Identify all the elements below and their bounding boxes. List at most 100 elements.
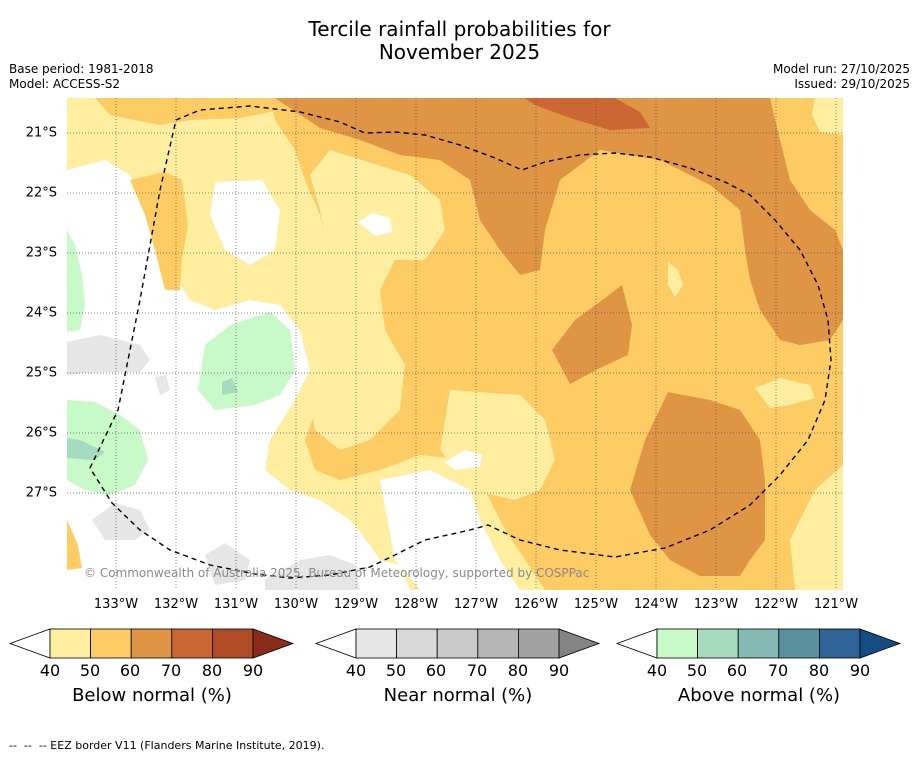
lon-label-122w: 122°W [753,597,799,612]
map-field [67,98,843,590]
model-run: Model run: 27/10/2025 [772,62,910,76]
colorbar-swatch [656,628,698,659]
region-white-center [210,180,280,265]
colorbar-below-swatches [8,628,295,659]
colorbar-swatch [90,628,132,659]
region-white-hole-a [358,213,392,236]
lat-label-22s: 22°S [25,185,57,201]
colorbar-below-label: Below normal (%) [72,685,232,706]
rainfall-map [67,98,843,590]
region-white-south [380,470,520,590]
meta-left: Base period: 1981-2018 Model: ACCESS-S2 [9,62,154,92]
region-below-60-se [630,392,765,576]
lon-label-130w: 130°W [273,597,319,612]
colorbar-above-tick-80: 80 [808,661,830,680]
colorbar-swatch [517,628,560,659]
colorbar-swatch [737,628,780,659]
colorbar-swatch [49,628,91,659]
region-below-60-center [552,285,632,384]
region-above-40-west [67,230,85,332]
lon-label-123w: 123°W [693,597,739,612]
colorbar-above-label: Above normal (%) [677,685,841,706]
region-below-40-island-a [310,150,445,450]
region-below-50-north [95,98,280,125]
region-below-40-south [440,390,555,500]
colorbar-below-tick-80: 80 [201,661,223,680]
graticule [67,98,843,590]
region-below-50-sw [67,520,82,570]
copyright-credit: © Commonwealth of Australia 2025, Bureau… [84,566,590,580]
colorbar-below-tick-50: 50 [79,661,101,680]
colorbar-above-tick-90: 90 [849,661,871,680]
colorbar-below-tick-90: 90 [242,661,264,680]
region-below-40-se [790,465,843,590]
region-near-40-b [155,375,170,395]
colorbar-near-tick-50: 50 [385,661,407,680]
eez-legend-note: -- -- -- EEZ border V11 (Flanders Marine… [9,739,325,752]
colorbar-extend-high [558,628,601,659]
lon-label-127w: 127°W [453,597,499,612]
lat-label-23s: 23°S [25,245,57,261]
colorbar-extend-high [252,628,295,659]
title-line-2: November 2025 [378,40,541,64]
lon-label-132w: 132°W [153,597,199,612]
colorbar-near-tick-90: 90 [548,661,570,680]
region-white-hole-b [445,450,482,470]
map-title: Tercile rainfall probabilities for Novem… [0,18,919,64]
lat-label-21s: 21°S [25,125,57,141]
region-below-70-north [525,98,650,130]
colorbar-below-tick-60: 60 [119,661,141,680]
lat-label-24s: 24°S [25,305,57,321]
colorbar-above-tick-40: 40 [646,661,668,680]
colorbar-near-tick-80: 80 [507,661,529,680]
colorbar-above-tick-60: 60 [726,661,748,680]
lon-label-126w: 126°W [513,597,559,612]
base-period: Base period: 1981-2018 [9,62,154,76]
colorbar-swatch [171,628,213,659]
region-near-40-c [92,503,150,540]
lat-label-27s: 27°S [25,485,57,501]
colorbar-below-tick-70: 70 [160,661,182,680]
eez-border [89,105,832,579]
colorbar-below-normal: 40 50 60 70 80 90 Below normal (%) [8,627,298,717]
colorbar-swatch [818,628,861,659]
region-below-60-north [275,98,843,345]
colorbar-swatch [697,628,739,659]
colorbar-extend-low [8,628,51,659]
lat-label-25s: 25°S [25,365,57,381]
colorbar-extend-low [615,628,658,659]
colorbar-extend-low [314,628,357,659]
colorbar-swatch [477,628,519,659]
region-near-40-e [265,555,360,590]
lat-label-26s: 26°S [25,425,57,441]
lon-label-133w: 133°W [93,597,139,612]
model-name: Model: ACCESS-S2 [9,77,121,91]
colorbar-below-tick-40: 40 [39,661,61,680]
region-below-50-west [130,172,188,290]
region-below-40-island-c [668,262,683,297]
region-near-40-a [67,335,150,375]
colorbar-near-tick-70: 70 [466,661,488,680]
colorbar-swatch [396,628,438,659]
colorbar-extend-high [859,628,902,659]
colorbar-near-tick-40: 40 [345,661,367,680]
lon-label-131w: 131°W [213,597,259,612]
colorbar-near-label: Near normal (%) [383,685,533,706]
region-below-40-island-b [755,378,815,408]
region-above-50-center [222,378,238,395]
colorbar-above-tick-70: 70 [767,661,789,680]
colorbar-swatch [130,628,173,659]
colorbar-above-normal: 40 50 60 70 80 90 Above normal (%) [615,627,905,717]
colorbar-swatch [355,628,397,659]
colorbar-swatch [436,628,479,659]
lon-label-124w: 124°W [633,597,679,612]
lon-label-125w: 125°W [573,597,619,612]
title-line-1: Tercile rainfall probabilities for [308,17,611,41]
region-above-40-sw [67,400,148,495]
lon-label-128w: 128°W [393,597,439,612]
colorbar-near-swatches [314,628,601,659]
region-below-40-ne [812,98,843,135]
colorbar-near-normal: 40 50 60 70 80 90 Near normal (%) [314,627,604,717]
meta-right: Model run: 27/10/2025 Issued: 29/10/2025 [773,62,910,92]
colorbar-swatch [211,628,254,659]
